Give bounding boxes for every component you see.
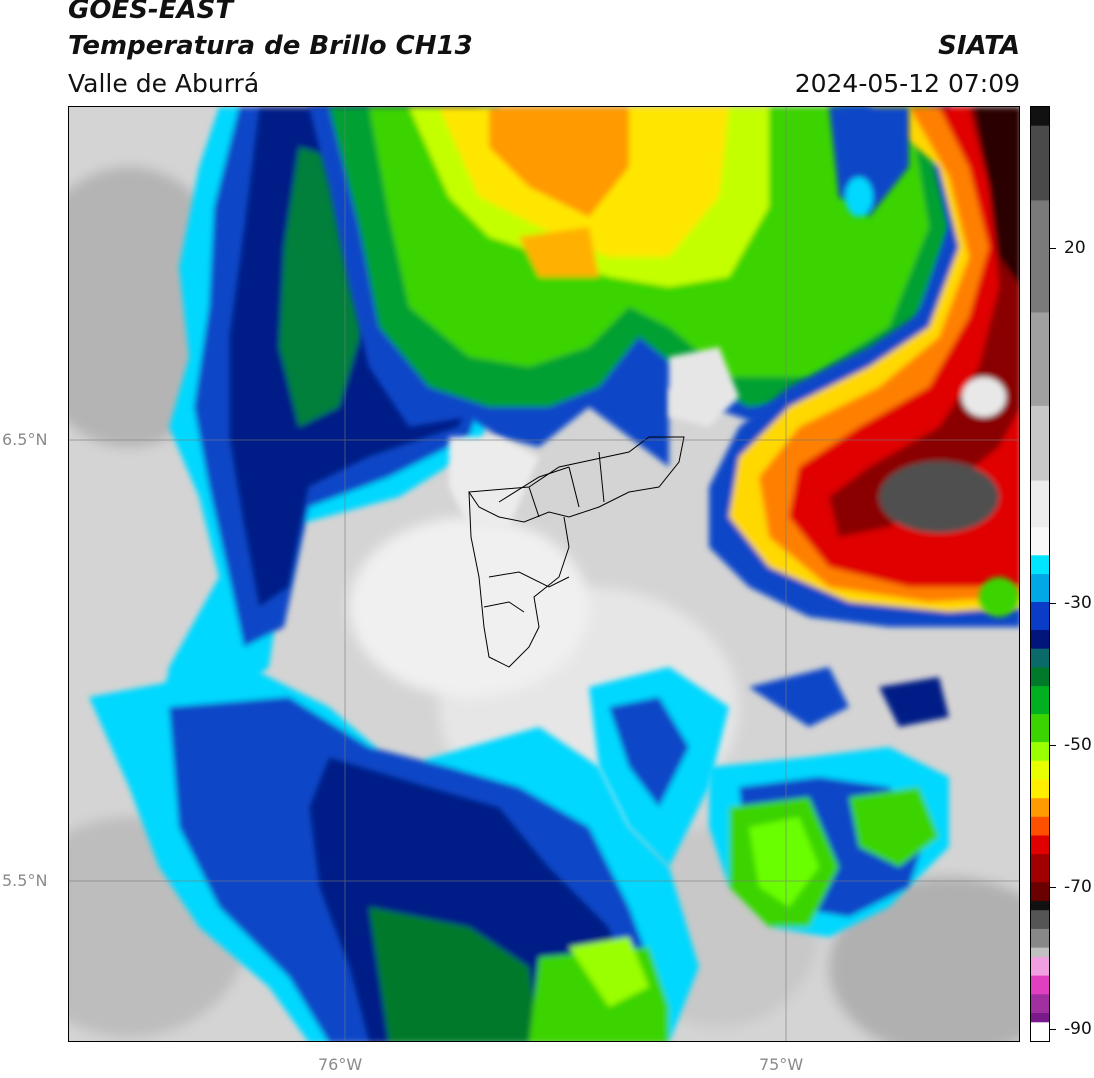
colorbar-band bbox=[1031, 630, 1049, 650]
colorbar-band bbox=[1031, 527, 1049, 556]
colorbar-band bbox=[1031, 910, 1049, 930]
lat-label-6-5: 6.5°N bbox=[2, 430, 48, 449]
agency-label: SIATA bbox=[938, 31, 1020, 61]
datetime-label: 2024-05-12 07:09 bbox=[794, 69, 1020, 98]
colorbar-band bbox=[1031, 882, 1049, 902]
region-label: Valle de Aburrá bbox=[68, 69, 260, 98]
colorbar-band bbox=[1031, 947, 1049, 958]
colorbar-band bbox=[1031, 956, 1049, 977]
colorbar bbox=[1030, 106, 1050, 1042]
colorbar-band bbox=[1031, 686, 1049, 715]
colorbar-band bbox=[1031, 667, 1049, 687]
colorbar-band bbox=[1031, 975, 1049, 995]
colorbar-band bbox=[1031, 928, 1049, 949]
colorbar-label-minus70: -70 bbox=[1064, 877, 1092, 897]
colorbar-label-minus50: -50 bbox=[1064, 735, 1092, 755]
colorbar-band bbox=[1031, 742, 1049, 762]
colorbar-band bbox=[1031, 574, 1049, 603]
product-title: Temperatura de Brillo CH13 bbox=[68, 31, 473, 61]
colorbar-band bbox=[1031, 107, 1049, 127]
lon-label-76: 76°W bbox=[318, 1055, 363, 1074]
colorbar-label-minus30: -30 bbox=[1064, 593, 1092, 613]
colorbar-band bbox=[1031, 602, 1049, 631]
colorbar-band bbox=[1031, 648, 1049, 668]
colorbar-band bbox=[1031, 816, 1049, 836]
colorbar-band bbox=[1031, 714, 1049, 743]
colorbar-band bbox=[1031, 125, 1049, 201]
colorbar-band bbox=[1031, 900, 1049, 911]
colorbar-band bbox=[1031, 994, 1049, 1014]
lat-label-5-5: 5.5°N bbox=[2, 871, 48, 890]
lon-label-75: 75°W bbox=[759, 1055, 804, 1074]
brightness-temperature-field bbox=[69, 107, 1019, 1041]
valle-aburra-boundaries bbox=[468, 436, 685, 668]
colorbar-label-minus90: -90 bbox=[1064, 1019, 1092, 1039]
colorbar-label-20: 20 bbox=[1064, 238, 1086, 258]
colorbar-band bbox=[1031, 405, 1049, 482]
colorbar-band bbox=[1031, 798, 1049, 818]
colorbar-band bbox=[1031, 480, 1049, 528]
colorbar-band bbox=[1031, 555, 1049, 575]
colorbar-band bbox=[1031, 835, 1049, 855]
colorbar-band bbox=[1031, 1022, 1049, 1042]
colorbar-band bbox=[1031, 200, 1049, 313]
colorbar-band bbox=[1031, 854, 1049, 883]
colorbar-band bbox=[1031, 312, 1049, 407]
colorbar-band bbox=[1031, 760, 1049, 780]
satellite-map[interactable] bbox=[68, 106, 1020, 1042]
colorbar-band bbox=[1031, 779, 1049, 799]
colorbar-band bbox=[1031, 1013, 1049, 1023]
satellite-title: GOES-EAST bbox=[68, 0, 234, 25]
